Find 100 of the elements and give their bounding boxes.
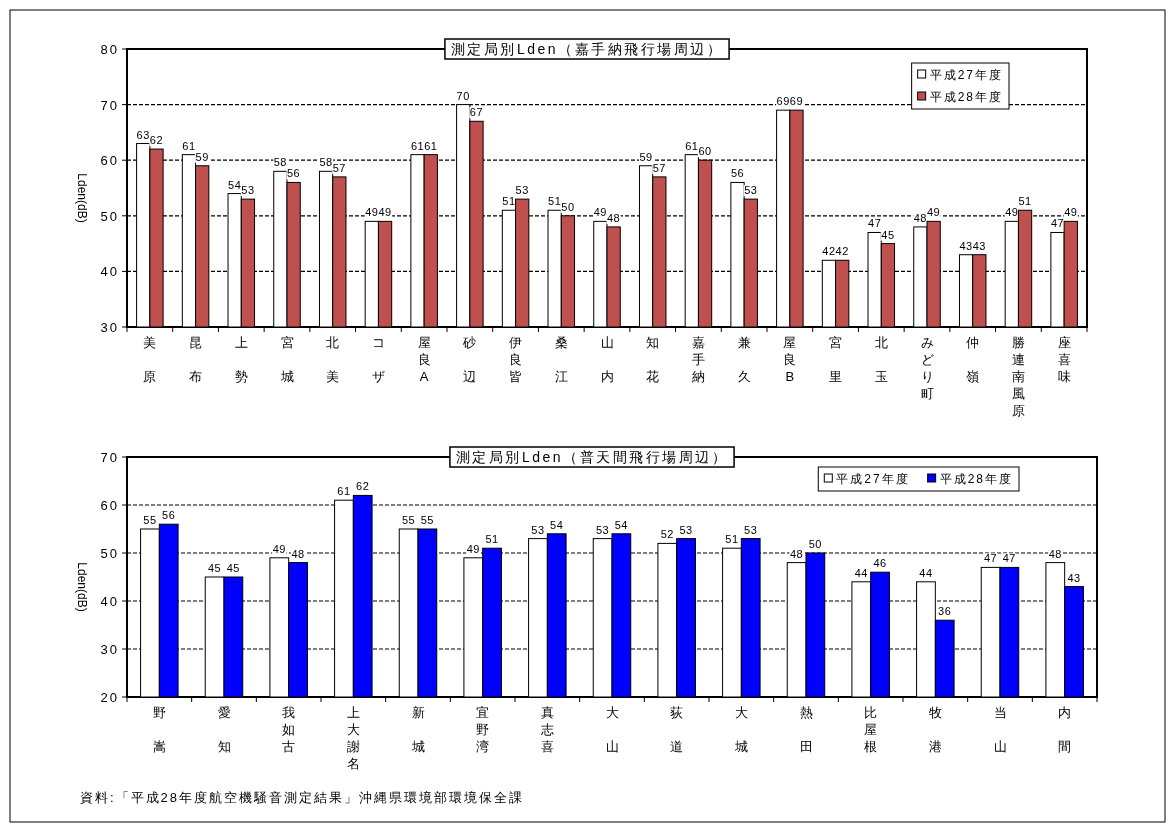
data-label: 56: [162, 509, 176, 522]
category-label: 牧港: [928, 705, 942, 754]
data-label: 49: [1064, 206, 1078, 219]
x-tick-label: 勝連南風原: [1011, 335, 1025, 418]
data-label: 58: [273, 156, 287, 169]
x-tick-label: みどり町: [920, 335, 934, 401]
legend-label: 平成27年度: [929, 68, 1003, 82]
x-tick-label: 嘉手納: [691, 335, 705, 384]
category-label: 上勢: [234, 335, 248, 384]
category-label: 知花: [646, 335, 660, 384]
legend-label: 平成28年度: [929, 90, 1003, 104]
category-label: 北美: [326, 335, 340, 384]
category-label: 大山: [605, 705, 619, 754]
category-label: 宮城: [280, 335, 294, 384]
data-label: 47: [868, 217, 882, 230]
data-label: 62: [149, 134, 164, 147]
data-label: 36: [938, 605, 952, 618]
data-label: 51: [502, 195, 516, 208]
data-label: 51: [725, 533, 739, 546]
data-label: 46: [873, 557, 887, 570]
data-label: 49: [1005, 206, 1019, 219]
y-tick-label: 50: [100, 208, 119, 224]
category-label: 昆布: [189, 335, 203, 384]
data-label: 53: [744, 184, 758, 197]
data-label: 56: [730, 167, 745, 180]
y-tick-label: 60: [100, 153, 119, 169]
data-label: 45: [226, 562, 240, 574]
y-tick-label: 20: [100, 690, 119, 705]
category-label: 熱田: [799, 705, 813, 754]
data-label: 52: [660, 528, 674, 541]
data-label: 48: [913, 211, 927, 224]
y-axis-title: Lden(dB): [75, 173, 89, 223]
y-axis-title: Lden(dB): [75, 562, 89, 612]
data-label: 58: [319, 156, 333, 169]
category-label: 山内: [600, 335, 614, 384]
data-label: 61: [410, 139, 425, 152]
data-label: 48: [790, 547, 804, 560]
data-label: 47: [984, 552, 998, 565]
data-label: 54: [550, 518, 564, 531]
data-label: 49: [927, 206, 941, 219]
data-label: 43: [959, 239, 973, 252]
category-label: 当山: [993, 705, 1007, 754]
category-label: 内間: [1058, 705, 1072, 754]
data-label: 53: [679, 523, 693, 536]
data-label: 54: [228, 178, 242, 191]
category-label: 桑江: [554, 335, 568, 384]
data-label: 44: [919, 566, 933, 579]
data-label: 44: [854, 566, 868, 579]
category-label: 宮里: [829, 335, 843, 384]
y-tick-label: 30: [100, 642, 119, 657]
y-tick-label: 40: [100, 594, 119, 609]
category-label: 仲嶺: [966, 335, 980, 384]
x-tick-label: 比屋根: [864, 705, 878, 754]
x-tick-label: 真志喜: [540, 705, 554, 754]
data-label: 57: [332, 161, 346, 174]
y-tick-label: 80: [100, 42, 119, 57]
data-label: 42: [835, 245, 849, 258]
data-label: 55: [420, 514, 434, 526]
data-label: 49: [593, 206, 607, 219]
x-tick-label: 座喜味: [1057, 335, 1071, 384]
data-label: 43: [972, 239, 986, 252]
category-label: 荻道: [670, 705, 684, 754]
y-tick-label: 40: [100, 264, 119, 280]
category-label: 新城: [411, 705, 425, 754]
data-label: 61: [685, 139, 699, 152]
data-label: 55: [143, 514, 157, 526]
category-label: コザ: [371, 335, 385, 384]
data-label: 49: [466, 542, 480, 555]
data-label: 51: [548, 195, 562, 208]
x-tick-label: 宜野湾: [476, 705, 490, 754]
data-label: 53: [241, 184, 255, 197]
x-tick-label: 屋良A: [417, 335, 431, 384]
legend-label: 平成28年度: [939, 472, 1013, 486]
x-tick-label: 我如古: [282, 705, 296, 754]
data-label: 49: [365, 206, 379, 219]
data-label: 53: [531, 523, 545, 536]
data-label: 53: [596, 523, 610, 536]
legend-label: 平成27年度: [836, 472, 910, 486]
y-tick-label: 70: [100, 97, 119, 113]
data-label: 43: [1067, 571, 1081, 584]
y-tick-label: 30: [100, 320, 119, 335]
data-label: 59: [639, 150, 653, 163]
data-label: 59: [195, 150, 209, 163]
text: 資料:「平成28年度航空機騒音測定結果」沖縄県環境部環境保全課: [80, 790, 525, 805]
data-label: 57: [652, 161, 666, 174]
data-label: 53: [515, 184, 529, 197]
data-label: 67: [469, 106, 484, 119]
data-label: 63: [136, 128, 150, 141]
data-label: 61: [424, 139, 438, 152]
data-label: 45: [208, 562, 222, 574]
category-label: 愛知: [217, 705, 231, 754]
y-tick-label: 70: [100, 450, 119, 465]
data-label: 51: [485, 533, 499, 546]
data-label: 47: [1002, 552, 1016, 565]
data-label: 56: [287, 167, 301, 180]
data-label: 70: [456, 89, 470, 102]
category-label: 兼久: [737, 335, 751, 384]
category-label: 大城: [734, 705, 748, 754]
data-label: 50: [808, 538, 822, 550]
data-label: 47: [1050, 217, 1065, 230]
